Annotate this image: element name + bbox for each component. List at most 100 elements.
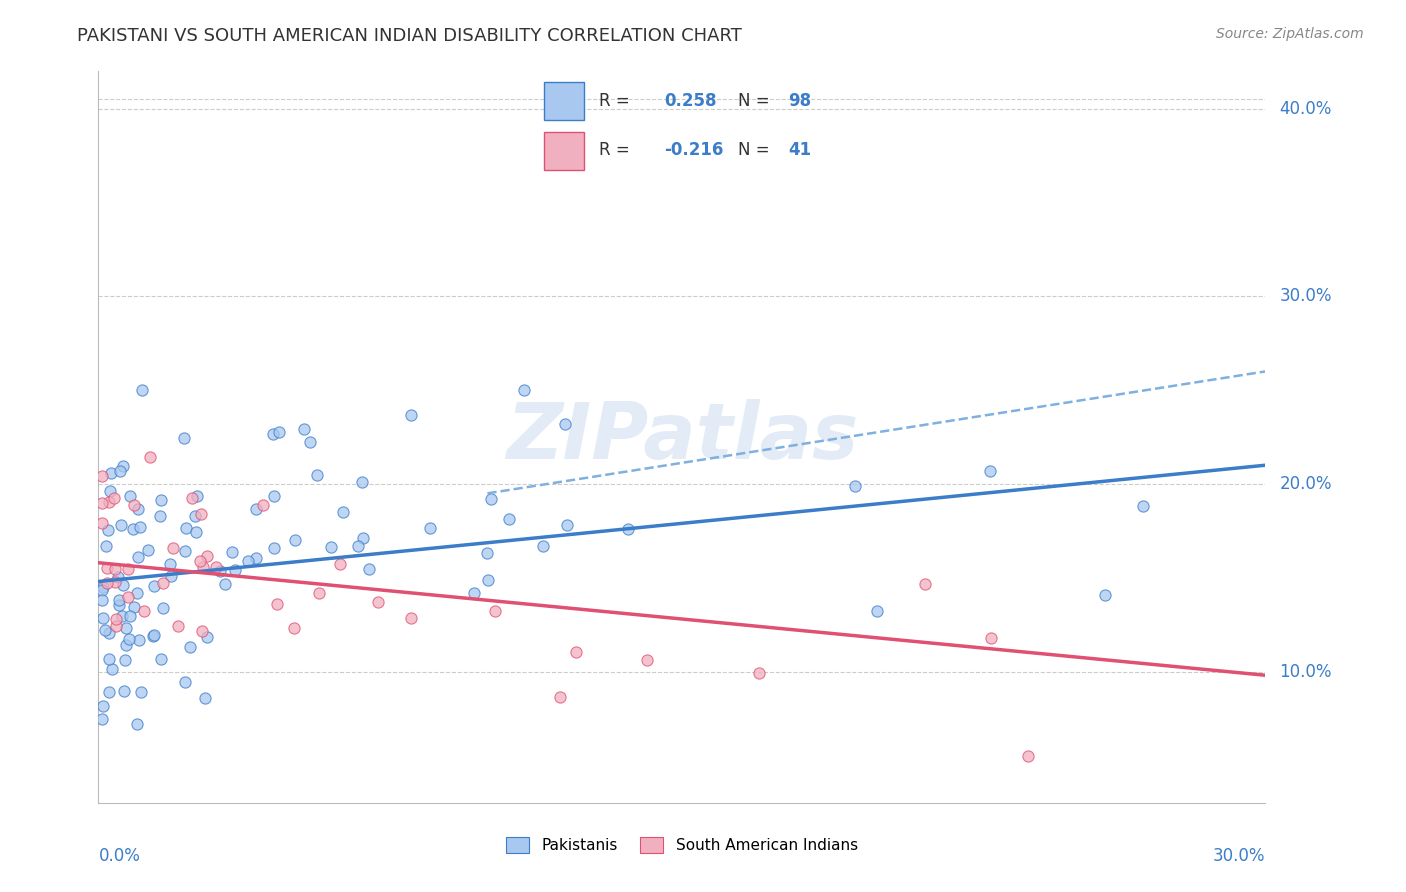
Point [191,624,214,639]
Point [359,561,381,575]
Point [104,575,127,590]
Point [136,542,159,557]
Point [149,652,172,666]
Point [94,624,117,638]
Point [224,563,246,577]
Text: 98: 98 [787,92,811,110]
Point [110,609,132,624]
Point [555,518,578,533]
Text: R =: R = [599,141,630,159]
Point [115,638,138,652]
FancyBboxPatch shape [544,132,583,169]
Point [174,544,197,558]
Point [118,632,141,646]
Point [548,690,571,704]
Point [367,595,389,609]
Point [262,427,284,442]
Point [191,559,214,574]
Point [142,628,165,642]
Point [134,603,156,617]
Point [91,468,114,483]
Point [269,425,291,440]
Text: ZIPatlas: ZIPatlas [506,399,858,475]
Point [399,408,422,422]
Point [329,557,352,571]
Point [97,685,120,699]
Point [97,625,120,640]
Point [190,507,212,521]
Point [188,554,211,568]
Text: N =: N = [738,92,770,110]
Point [186,489,208,503]
Point [195,631,218,645]
Text: 40.0%: 40.0% [1279,100,1331,118]
Text: 0.0%: 0.0% [98,847,141,864]
Text: R =: R = [599,92,630,110]
Point [152,576,174,591]
Text: N =: N = [738,141,770,159]
Point [120,489,142,503]
Point [122,600,145,615]
Point [531,539,554,553]
Point [352,475,374,489]
Point [179,640,201,654]
Point [308,586,330,600]
Point [748,665,770,680]
Point [238,554,260,568]
Point [91,580,114,594]
Point [1132,500,1154,514]
Text: 0.258: 0.258 [664,92,717,110]
Point [97,524,120,538]
Point [475,546,498,560]
Point [96,575,118,590]
Point [117,562,139,576]
Point [208,564,231,578]
Point [352,531,374,545]
Point [91,516,114,531]
Point [252,498,274,512]
Point [108,593,131,607]
Point [401,610,423,624]
Point [128,520,150,534]
Point [125,717,148,731]
Point [245,550,267,565]
Point [117,591,139,605]
Point [110,517,132,532]
Point [166,618,188,632]
Point [263,541,285,556]
Point [111,578,134,592]
Point [554,417,576,432]
Point [96,560,118,574]
Point [125,586,148,600]
Point [346,539,368,553]
Point [105,618,128,632]
Point [104,612,127,626]
Point [111,458,134,473]
Point [101,661,124,675]
Point [283,621,305,635]
Point [152,601,174,615]
Point [479,491,502,506]
Point [121,522,143,536]
Point [131,384,153,398]
Point [205,560,228,574]
Point [129,685,152,699]
Point [184,524,207,539]
Point [91,611,114,625]
Point [103,491,125,505]
Point [115,621,138,635]
Point [139,450,162,464]
Point [98,484,121,499]
Text: Source: ZipAtlas.com: Source: ZipAtlas.com [1216,27,1364,41]
Point [844,478,866,492]
Point [419,521,441,535]
Point [1017,748,1039,763]
Point [149,493,172,508]
Point [183,509,205,524]
Point [162,541,184,555]
Point [149,509,172,524]
Point [307,468,329,483]
FancyBboxPatch shape [544,82,583,120]
Point [108,464,131,478]
Point [127,502,149,516]
